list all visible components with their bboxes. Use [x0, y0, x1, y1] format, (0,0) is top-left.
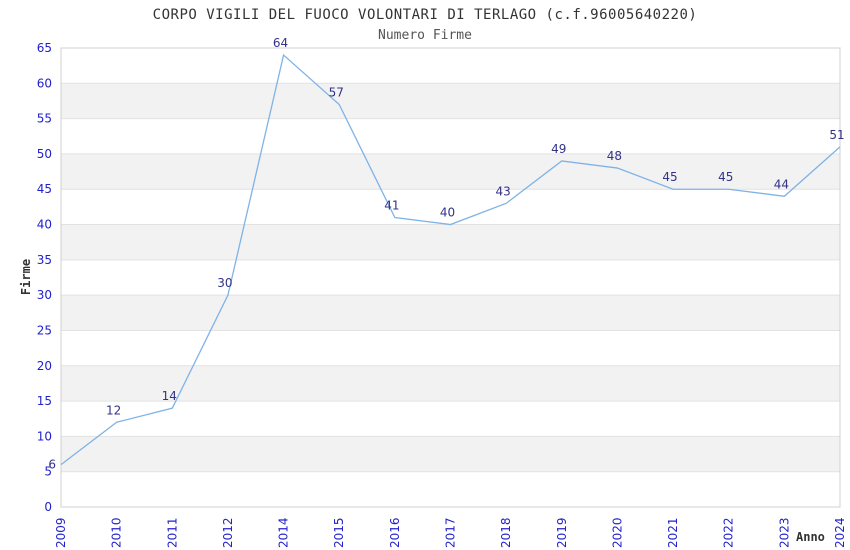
x-tick-label: 2017 — [444, 517, 458, 548]
grid-band — [61, 295, 840, 331]
y-axis-title: Firme — [19, 258, 33, 296]
y-tick-label: 30 — [37, 288, 52, 302]
data-point-label: 48 — [607, 149, 622, 163]
data-point-label: 44 — [774, 177, 789, 191]
x-tick-label: 2023 — [777, 517, 791, 548]
chart-subtitle: Numero Firme — [378, 28, 472, 43]
grid-band — [61, 224, 840, 260]
y-tick-label: 50 — [37, 147, 52, 161]
data-point-label: 49 — [551, 142, 566, 156]
data-point-label: 6 — [48, 458, 56, 472]
grid-band — [61, 83, 840, 119]
data-point-label: 14 — [162, 389, 177, 403]
y-tick-label: 55 — [37, 112, 52, 126]
plot-border — [60, 47, 841, 508]
data-point-label: 51 — [829, 128, 844, 142]
y-tick-label: 0 — [44, 500, 52, 514]
chart-title: CORPO VIGILI DEL FUOCO VOLONTARI DI TERL… — [152, 7, 698, 23]
x-tick-label: 2020 — [610, 517, 624, 548]
x-tick-label: 2014 — [277, 517, 291, 548]
data-point-label: 40 — [440, 206, 455, 220]
data-point-label: 41 — [384, 198, 399, 212]
y-tick-label: 10 — [37, 429, 52, 443]
data-point-label: 43 — [496, 184, 511, 198]
grid-band — [61, 153, 840, 190]
y-tick-label: 35 — [37, 253, 52, 267]
x-tick-label: 2024 — [833, 517, 847, 548]
data-point-label: 12 — [106, 403, 121, 417]
data-point-label: 30 — [217, 276, 232, 290]
x-tick-label: 2019 — [555, 517, 569, 548]
data-point-label: 64 — [273, 36, 288, 50]
y-tick-label: 5 — [44, 465, 52, 479]
y-tick-label: 15 — [37, 394, 52, 408]
x-tick-label: 2022 — [722, 517, 736, 548]
y-tick-label: 65 — [37, 41, 52, 55]
x-axis-title: Anno — [796, 530, 825, 544]
y-tick-label: 20 — [37, 359, 52, 373]
series-line — [60, 53, 841, 466]
x-tick-label: 2012 — [221, 517, 235, 548]
x-tick-label: 2018 — [499, 517, 513, 548]
x-tick-label: 2015 — [332, 517, 346, 548]
y-tick-label: 60 — [37, 76, 52, 90]
data-point-label: 45 — [718, 170, 733, 184]
x-tick-label: 2010 — [110, 517, 124, 548]
y-tick-label: 25 — [37, 323, 52, 337]
data-point-label: 45 — [662, 170, 677, 184]
x-tick-label: 2016 — [388, 517, 402, 548]
x-tick-label: 2021 — [666, 517, 680, 548]
x-tick-label: 2009 — [54, 517, 68, 548]
data-point-label: 57 — [329, 85, 344, 99]
x-tick-label: 2011 — [165, 517, 179, 548]
y-tick-label: 45 — [37, 182, 52, 196]
grid-band — [61, 436, 840, 472]
y-tick-label: 40 — [37, 218, 52, 232]
